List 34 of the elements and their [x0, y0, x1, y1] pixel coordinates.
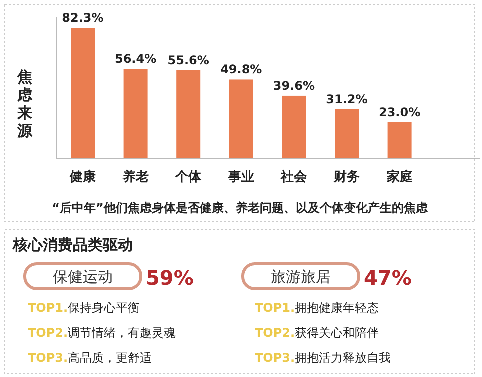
x-tick-label: 家庭	[386, 169, 413, 185]
text: TOP2.调节情绪，有趣灵魂	[28, 326, 176, 340]
x-tick-label: 健康	[69, 169, 97, 185]
category-label: 旅游旅居	[271, 268, 331, 286]
bar	[176, 70, 201, 159]
text: 核心消费品类驱动	[12, 236, 133, 254]
y-axis-title: 焦虑来源	[16, 68, 34, 140]
data-label: 55.6%	[168, 54, 210, 68]
bar	[335, 109, 359, 159]
data-label: 39.6%	[273, 78, 316, 93]
data-label: 82.3%	[62, 11, 104, 25]
data-label: 49.8%	[220, 62, 262, 77]
text: TOP1.保持身心平衡	[28, 301, 140, 315]
text: “后中年”他们焦虑身体是否健康、养老问题、以及个体变化产生的焦虑	[52, 201, 429, 215]
bar	[71, 28, 95, 159]
x-tick-label: 财务	[333, 170, 360, 185]
x-tick-label: 个体	[174, 170, 203, 185]
bar	[124, 69, 148, 159]
bar	[388, 122, 412, 159]
bar	[229, 80, 254, 159]
x-tick-label: 社会	[280, 169, 308, 185]
text: 59%	[146, 266, 194, 290]
x-tick-label: 事业	[227, 170, 254, 185]
bar	[282, 96, 306, 159]
text: TOP3.拥抱活力释放自我	[255, 351, 392, 365]
category-label: 保健运动	[53, 268, 113, 286]
text: TOP1.拥抱健康年轻态	[255, 301, 380, 315]
data-label: 56.4%	[114, 52, 157, 66]
data-label: 31.2%	[326, 92, 368, 106]
text: TOP3.高品质，更舒适	[28, 351, 152, 365]
text: 47%	[364, 266, 412, 290]
x-tick-label: 养老	[122, 169, 149, 185]
text: TOP2.获得关心和陪伴	[255, 326, 380, 340]
data-label: 23.0%	[378, 105, 421, 120]
